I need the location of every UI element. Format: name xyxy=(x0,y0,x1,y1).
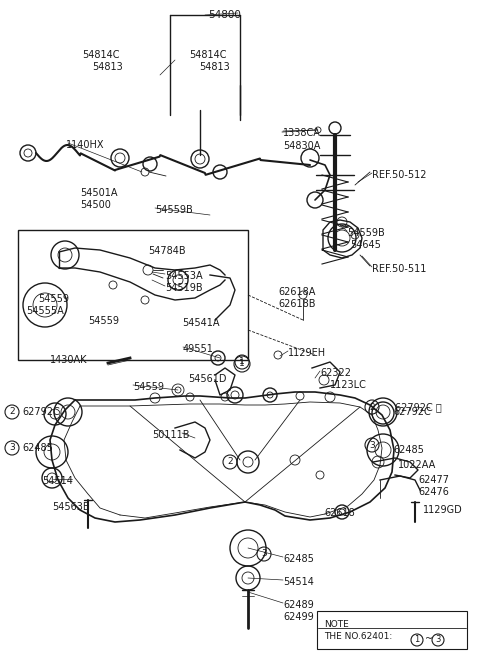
Text: 1129EH: 1129EH xyxy=(288,348,326,358)
Text: 62499: 62499 xyxy=(283,612,314,622)
Text: 54514: 54514 xyxy=(42,476,73,486)
Text: 62618B: 62618B xyxy=(278,299,315,309)
Text: 54784B: 54784B xyxy=(148,246,186,256)
Text: 1: 1 xyxy=(239,359,245,369)
Text: 1129GD: 1129GD xyxy=(423,505,463,515)
Text: 62485: 62485 xyxy=(22,443,53,453)
Text: THE NO.62401:: THE NO.62401: xyxy=(324,632,395,641)
Text: 3: 3 xyxy=(261,550,267,558)
Text: 54555A: 54555A xyxy=(26,306,64,316)
Text: 62618A: 62618A xyxy=(278,287,315,297)
Text: 1430AK: 1430AK xyxy=(50,355,87,365)
Text: 54830A: 54830A xyxy=(283,141,320,151)
Text: 54563B: 54563B xyxy=(52,502,90,512)
Text: 54814C: 54814C xyxy=(82,50,120,60)
Text: 50111B: 50111B xyxy=(152,430,190,440)
Text: 1338CA: 1338CA xyxy=(283,128,321,138)
Text: 49551: 49551 xyxy=(183,344,214,354)
Text: 62485: 62485 xyxy=(393,445,424,455)
Text: ~: ~ xyxy=(425,634,433,644)
Text: 54514: 54514 xyxy=(283,577,314,587)
Text: REF.50-511: REF.50-511 xyxy=(372,264,426,274)
Text: 62618: 62618 xyxy=(324,508,355,518)
FancyBboxPatch shape xyxy=(317,611,467,649)
Text: 54501A: 54501A xyxy=(80,188,118,198)
Text: 54559B: 54559B xyxy=(155,205,193,215)
Text: 54561D: 54561D xyxy=(188,374,227,384)
Text: 2: 2 xyxy=(9,407,15,417)
Text: 62792C: 62792C xyxy=(22,407,60,417)
Text: 1: 1 xyxy=(414,636,420,644)
Text: 54813: 54813 xyxy=(199,62,230,72)
Text: 54559: 54559 xyxy=(38,294,69,304)
Text: 54800: 54800 xyxy=(208,10,241,20)
Text: 54553A: 54553A xyxy=(165,271,203,281)
Text: 2: 2 xyxy=(369,403,375,411)
Text: 1: 1 xyxy=(239,358,245,367)
Text: 1140HX: 1140HX xyxy=(66,140,105,150)
Text: 62489: 62489 xyxy=(283,600,314,610)
Text: REF.50-512: REF.50-512 xyxy=(372,170,427,180)
Text: 62792C: 62792C xyxy=(393,407,431,417)
Text: 1123LC: 1123LC xyxy=(330,380,367,390)
Text: 54814C: 54814C xyxy=(189,50,227,60)
Text: 54559B: 54559B xyxy=(347,228,385,238)
Text: 62476: 62476 xyxy=(418,487,449,497)
Text: 1022AA: 1022AA xyxy=(398,460,436,470)
Text: 62477: 62477 xyxy=(418,475,449,485)
Text: 62792C Ⓐ: 62792C Ⓐ xyxy=(395,402,442,412)
Text: 62322: 62322 xyxy=(320,368,351,378)
Text: NOTE: NOTE xyxy=(324,620,349,629)
Text: 3: 3 xyxy=(369,440,375,449)
Text: 3: 3 xyxy=(9,443,15,453)
Text: 54500: 54500 xyxy=(80,200,111,210)
Text: 54645: 54645 xyxy=(350,240,381,250)
Text: 54541A: 54541A xyxy=(182,318,219,328)
Text: 3: 3 xyxy=(435,636,441,644)
Text: 54519B: 54519B xyxy=(165,283,203,293)
Text: 54559: 54559 xyxy=(133,382,164,392)
Text: 62485: 62485 xyxy=(283,554,314,564)
Text: 2: 2 xyxy=(227,457,233,466)
Text: 54813: 54813 xyxy=(92,62,123,72)
Text: 54559: 54559 xyxy=(88,316,119,326)
